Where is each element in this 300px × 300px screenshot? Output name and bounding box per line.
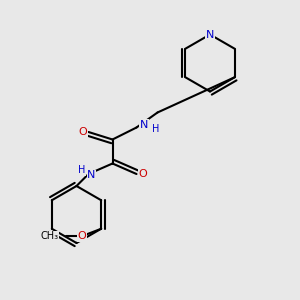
Text: O: O (77, 231, 86, 241)
Text: O: O (79, 127, 88, 137)
Text: N: N (140, 119, 148, 130)
Text: N: N (206, 29, 214, 40)
Text: N: N (87, 170, 96, 181)
Text: O: O (139, 169, 148, 179)
Text: H: H (152, 124, 159, 134)
Text: H: H (78, 165, 85, 176)
Text: CH₃: CH₃ (40, 231, 58, 241)
